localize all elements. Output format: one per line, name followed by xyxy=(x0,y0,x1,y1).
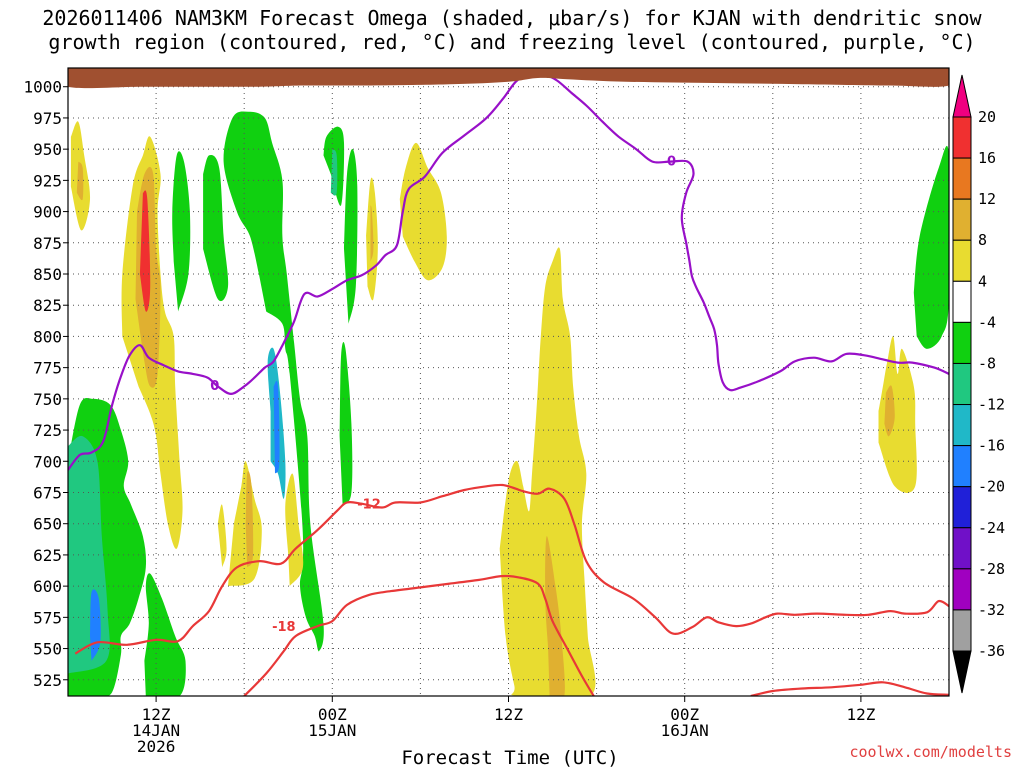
y-tick-label-775: 775 xyxy=(33,359,62,378)
y-tick-label-525: 525 xyxy=(33,671,62,690)
colorbar-level--8: -8 xyxy=(978,354,996,372)
colorbar-level-8: 8 xyxy=(978,231,987,249)
omega-region-16 xyxy=(139,190,151,312)
x-tick-label-42-1: 16JAN xyxy=(661,721,709,740)
omega-region--8 xyxy=(203,155,229,302)
chart-title-line-1: 2026011406 NAM3KM Forecast Omega (shaded… xyxy=(42,6,982,30)
y-tick-label-925: 925 xyxy=(33,171,62,190)
omega-region-8 xyxy=(76,161,84,201)
omega-region-8 xyxy=(370,205,374,262)
colorbar-level--28: -28 xyxy=(978,560,1005,578)
chart-title-line-2: growth region (contoured, red, °C) and f… xyxy=(48,30,975,54)
y-tick-label-975: 975 xyxy=(33,109,62,128)
x-tick-label-6-0: 12Z xyxy=(142,705,171,724)
x-tick-label-54-0: 12Z xyxy=(846,705,875,724)
colorbar: 20 16 12 8 4 -4 -8 -12 -16 -20 -24 -28 -32 -36 xyxy=(952,74,1005,694)
contour-label-2: 0 xyxy=(210,379,219,394)
grid-lines xyxy=(68,68,949,696)
colorbar-swatch-10 xyxy=(952,486,972,529)
colorbar-top-triangle xyxy=(952,74,972,118)
colorbar-swatch-3 xyxy=(952,198,972,241)
colorbar-level-16: 16 xyxy=(978,149,996,167)
credit-text: coolwx.com/modelts xyxy=(849,743,1012,761)
contour--18-C xyxy=(74,483,949,655)
omega-region-4 xyxy=(285,473,304,587)
y-tick-label-550: 550 xyxy=(33,640,62,659)
colorbar-swatch-11 xyxy=(952,527,972,570)
y-tick-label-575: 575 xyxy=(33,608,62,627)
terrain-ground xyxy=(68,68,949,89)
x-tick-label-6-1: 14JAN xyxy=(132,721,180,740)
x-tick-label-6-2: 2026 xyxy=(137,737,176,756)
omega-region-8 xyxy=(884,385,895,437)
colorbar-level--24: -24 xyxy=(978,519,1005,537)
contour-label-3: 0 xyxy=(667,154,676,169)
omega-region--8 xyxy=(223,111,324,652)
y-tick-label-600: 600 xyxy=(33,577,62,596)
y-tick-label-950: 950 xyxy=(33,140,62,159)
y-tick-label-900: 900 xyxy=(33,203,62,222)
omega-region--8 xyxy=(144,573,186,696)
omega-region-8 xyxy=(245,471,254,568)
omega-region-4 xyxy=(217,504,227,568)
colorbar-swatch-4 xyxy=(952,239,972,282)
y-tick-label-700: 700 xyxy=(33,452,62,471)
omega-region-4 xyxy=(878,336,917,493)
colorbar-level--4: -4 xyxy=(978,313,996,331)
y-tick-label-850: 850 xyxy=(33,265,62,284)
contour--12-C-upper xyxy=(750,681,949,696)
plot-area: -18 -12 0 0 xyxy=(68,68,949,696)
y-tick-label-650: 650 xyxy=(33,515,62,534)
omega-region--12 xyxy=(330,149,338,196)
x-tick-label-30-0: 12Z xyxy=(494,705,523,724)
y-tick-label-725: 725 xyxy=(33,421,62,440)
omega-region--8 xyxy=(913,146,949,349)
y-tick-label-825: 825 xyxy=(33,296,62,315)
colorbar-swatch-9 xyxy=(952,445,972,488)
contour--18-C-upper xyxy=(243,574,595,696)
colorbar-level-12: 12 xyxy=(978,190,996,208)
omega-region--8 xyxy=(339,341,353,505)
y-tick-label-750: 750 xyxy=(33,390,62,409)
colorbar-level--16: -16 xyxy=(978,437,1005,455)
plot-content xyxy=(68,68,949,696)
x-tick-label-18-1: 15JAN xyxy=(308,721,356,740)
colorbar-swatch-5 xyxy=(952,280,972,323)
colorbar-level--32: -32 xyxy=(978,601,1005,619)
colorbar-swatch-1 xyxy=(952,116,972,159)
colorbar-level--36: -36 xyxy=(978,642,1005,660)
y-tick-label-625: 625 xyxy=(33,546,62,565)
colorbar-level-20: 20 xyxy=(978,108,996,126)
omega-region-8 xyxy=(545,536,565,696)
omega-region--20 xyxy=(273,380,280,474)
y-tick-label-800: 800 xyxy=(33,327,62,346)
colorbar-swatch-8 xyxy=(952,404,972,447)
omega-region--8 xyxy=(172,151,191,312)
x-tick-label-42-0: 00Z xyxy=(670,705,699,724)
colorbar-swatch-13 xyxy=(952,609,972,652)
colorbar-swatch-2 xyxy=(952,157,972,200)
colorbar-level--20: -20 xyxy=(978,478,1005,496)
y-tick-label-875: 875 xyxy=(33,234,62,253)
axes: 525 550 575 600 625 650 675 700 725 750 775 800 825 8… xyxy=(23,67,950,756)
colorbar-swatch-6 xyxy=(952,321,972,364)
x-axis-label: Forecast Time (UTC) xyxy=(401,747,618,768)
x-tick-label-18-0: 00Z xyxy=(318,705,347,724)
colorbar-swatch-7 xyxy=(952,362,972,406)
contour-label-1: -12 xyxy=(357,498,381,513)
colorbar-swatch-12 xyxy=(952,568,972,611)
omega-region-4 xyxy=(499,247,596,696)
y-tick-label-675: 675 xyxy=(33,483,62,502)
colorbar-level-4: 4 xyxy=(978,272,987,290)
y-tick-label-1000: 1000 xyxy=(23,78,62,97)
colorbar-level--12: -12 xyxy=(978,396,1005,414)
colorbar-bottom-triangle xyxy=(952,650,972,694)
contour-label-0: -18 xyxy=(272,620,296,635)
